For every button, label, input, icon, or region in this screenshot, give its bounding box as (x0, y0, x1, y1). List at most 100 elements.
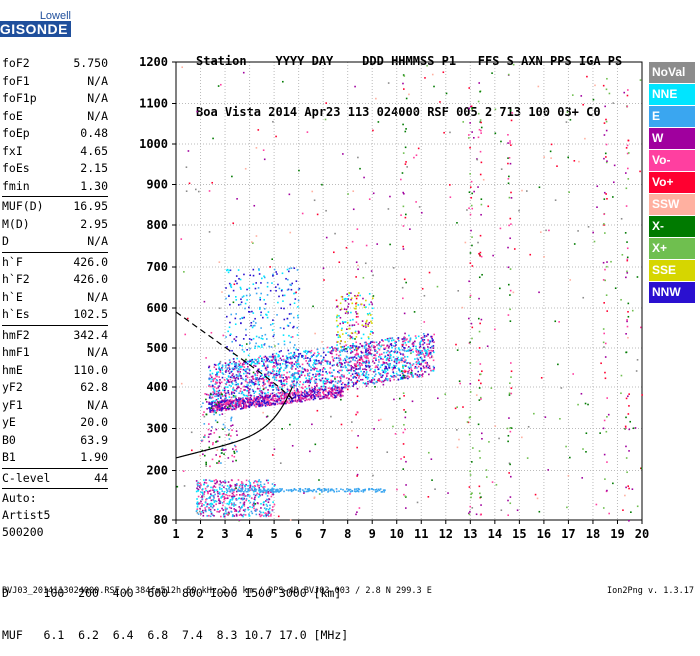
echo-point (211, 410, 214, 413)
echo-point (218, 385, 221, 387)
echo-point (268, 359, 271, 362)
echo-point (235, 448, 237, 451)
echo-point (605, 161, 608, 164)
echo-point (325, 209, 327, 212)
echo-point (431, 345, 433, 348)
echo-point (219, 510, 221, 512)
echo-point (418, 361, 420, 363)
echo-point (299, 490, 302, 493)
echo-point (627, 310, 629, 313)
echo-point (391, 337, 394, 339)
echo-point (352, 208, 355, 211)
echo-point (380, 364, 383, 367)
echo-point (259, 355, 262, 357)
echo-point (392, 351, 395, 353)
echo-point (368, 488, 371, 491)
echo-point (318, 359, 320, 362)
echo-point (291, 392, 293, 394)
echo-point (318, 373, 321, 375)
echo-point (227, 513, 230, 515)
echo-point (572, 373, 574, 375)
echo-point (286, 268, 289, 271)
echo-point (432, 339, 434, 341)
echo-point (258, 487, 261, 489)
echo-point (231, 454, 233, 457)
echo-point (288, 313, 291, 315)
echo-point (223, 400, 225, 402)
echo-point (288, 489, 290, 491)
echo-point (612, 102, 615, 104)
echo-point (371, 381, 373, 383)
echo-point (253, 480, 256, 483)
echo-point (559, 417, 561, 420)
echo-point (196, 483, 199, 486)
echo-point (230, 391, 233, 394)
echo-point (321, 374, 323, 376)
echo-point (233, 503, 236, 506)
echo-point (420, 353, 423, 355)
echo-point (263, 489, 266, 492)
echo-point (206, 515, 209, 517)
echo-point (604, 342, 607, 345)
echo-point (304, 381, 307, 383)
echo-point (267, 370, 270, 373)
echo-point (509, 426, 512, 429)
echo-point (219, 409, 222, 411)
echo-point (343, 374, 345, 377)
echo-point (298, 383, 301, 386)
echo-point (428, 352, 431, 354)
echo-point (221, 406, 224, 409)
echo-point (272, 356, 274, 359)
echo-point (209, 369, 212, 372)
echo-point (339, 354, 342, 356)
echo-point (387, 378, 389, 380)
echo-point (203, 436, 206, 438)
echo-point (383, 356, 386, 359)
echo-point (320, 355, 322, 357)
echo-point (217, 390, 220, 393)
echo-point (346, 369, 348, 372)
echo-point (347, 311, 349, 313)
echo-point (269, 504, 271, 507)
echo-point (479, 457, 481, 459)
echo-point (479, 254, 481, 257)
legend-item-vo: Vo+ (649, 172, 695, 193)
echo-point (403, 340, 406, 342)
echo-point (397, 374, 399, 376)
echo-point (241, 494, 243, 496)
echo-point (352, 358, 354, 360)
echo-point (233, 338, 236, 340)
echo-point (244, 402, 247, 404)
echo-point (279, 490, 282, 492)
echo-point (386, 357, 389, 359)
echo-point (329, 347, 331, 349)
echo-point (334, 347, 337, 349)
echo-point (367, 376, 370, 379)
echo-point (216, 408, 219, 411)
echo-point (230, 286, 233, 289)
echo-point (478, 485, 481, 488)
echo-point (398, 397, 401, 400)
echo-point (404, 356, 406, 358)
echo-point (271, 386, 273, 388)
echo-point (336, 347, 339, 350)
echo-point (324, 386, 327, 388)
echo-point (405, 484, 407, 486)
echo-point (259, 515, 262, 518)
echo-point (273, 395, 276, 397)
echo-point (217, 462, 220, 464)
echo-point (238, 364, 241, 366)
echo-point (266, 364, 269, 367)
echo-point (374, 346, 376, 348)
echo-point (224, 402, 227, 405)
echo-point (349, 348, 352, 350)
echo-point (338, 261, 341, 264)
echo-point (622, 509, 624, 511)
echo-point (415, 154, 418, 157)
echo-point (403, 192, 405, 195)
echo-point (225, 315, 228, 318)
echo-point (400, 178, 402, 181)
station-header: Station YYYY DAY DDD HHMMSS P1 FFS S AXN… (196, 19, 622, 138)
echo-point (380, 345, 382, 348)
echo-point (557, 363, 559, 366)
